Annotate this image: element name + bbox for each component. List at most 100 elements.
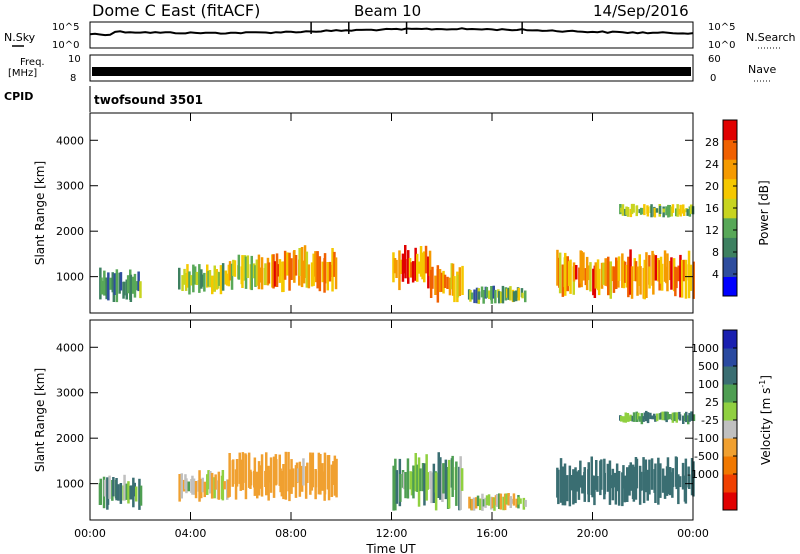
data-cell — [458, 267, 462, 296]
data-cell — [192, 264, 195, 293]
data-cell — [658, 260, 661, 291]
data-cell — [477, 291, 481, 300]
freq-label: Freq. — [20, 57, 45, 68]
data-cell — [622, 416, 625, 423]
data-cell — [288, 469, 291, 502]
data-cell — [249, 471, 253, 486]
data-cell — [467, 289, 471, 300]
nsearch-tick-low: 10^0 — [708, 40, 735, 51]
data-cell — [221, 263, 225, 291]
data-cell — [109, 277, 112, 290]
data-cell — [459, 456, 462, 510]
data-cell — [453, 276, 456, 303]
data-cell — [621, 204, 625, 216]
data-cell — [442, 270, 445, 294]
data-cell — [272, 456, 276, 498]
data-cell — [112, 477, 115, 497]
data-cell — [640, 413, 644, 425]
data-cell — [188, 271, 191, 295]
data-cell — [509, 286, 512, 301]
data-cell — [665, 206, 668, 216]
data-cell — [210, 472, 214, 499]
data-cell — [321, 261, 324, 283]
data-cell — [633, 258, 636, 282]
data-cell — [509, 496, 512, 508]
data-cell — [432, 463, 436, 503]
data-cell — [132, 276, 135, 294]
nave-tick-low: 0 — [710, 73, 716, 84]
data-cell — [267, 262, 271, 284]
power-colorbar-label: Power [dB] — [757, 180, 771, 245]
data-cell — [558, 252, 562, 294]
data-cell — [99, 478, 102, 505]
data-cell — [319, 454, 322, 495]
data-cell — [428, 250, 432, 277]
nsky-strip: N.Sky 10^5 10^0 10^5 10^0 N.Search — [4, 21, 796, 51]
data-cell — [260, 454, 264, 497]
data-cell — [666, 411, 669, 420]
data-cell — [627, 256, 630, 298]
data-cell — [419, 468, 422, 492]
data-cell — [630, 203, 634, 215]
data-cell — [461, 265, 464, 295]
data-cell — [653, 207, 657, 218]
data-cell — [520, 288, 524, 298]
data-cell — [559, 458, 563, 503]
data-cell — [443, 274, 447, 288]
data-cell — [675, 267, 678, 289]
data-cell — [582, 252, 585, 281]
data-cell — [677, 265, 680, 282]
data-cell — [490, 496, 493, 510]
data-cell — [636, 266, 639, 296]
data-cell — [505, 493, 508, 505]
data-cell — [427, 256, 430, 289]
data-cell — [577, 470, 581, 500]
data-cell — [504, 287, 508, 301]
data-cell — [561, 264, 565, 297]
data-cell — [655, 413, 659, 422]
data-cell — [333, 455, 337, 496]
data-cell — [393, 258, 397, 274]
data-cell — [278, 259, 282, 283]
data-cell — [506, 288, 509, 298]
data-cell — [654, 415, 657, 422]
power-ytick-label: 2000 — [56, 225, 84, 238]
data-cell — [473, 289, 476, 304]
data-cell — [684, 259, 688, 299]
data-cell — [690, 458, 694, 496]
data-cell — [482, 499, 486, 507]
velocity-ytick-label: 2000 — [56, 432, 84, 445]
nave-label: Nave — [748, 63, 776, 76]
data-cell — [207, 470, 210, 490]
data-cell — [503, 493, 507, 511]
data-cell — [631, 415, 634, 422]
data-cell — [200, 269, 203, 289]
data-cell — [626, 467, 629, 502]
data-cell — [198, 264, 201, 293]
data-cell — [646, 206, 650, 217]
data-cell — [512, 291, 516, 302]
data-cell — [654, 463, 657, 503]
data-cell — [499, 291, 503, 304]
data-cell — [485, 287, 489, 298]
data-cell — [216, 271, 220, 289]
data-cell — [649, 412, 652, 420]
data-cell — [581, 475, 584, 494]
data-cell — [221, 470, 225, 501]
data-cell — [481, 493, 484, 511]
data-cell — [423, 463, 426, 506]
data-cell — [267, 465, 270, 501]
data-cell — [660, 263, 664, 291]
data-cell — [682, 209, 686, 216]
data-cell — [632, 203, 635, 213]
data-cell — [661, 468, 665, 493]
data-cell — [666, 457, 670, 495]
data-cell — [129, 274, 133, 302]
data-cell — [524, 499, 527, 507]
data-cell — [180, 473, 183, 499]
data-cell — [470, 499, 474, 511]
data-cell — [178, 267, 181, 290]
data-cell — [132, 477, 135, 508]
data-cell — [602, 262, 605, 285]
data-cell — [612, 266, 616, 293]
